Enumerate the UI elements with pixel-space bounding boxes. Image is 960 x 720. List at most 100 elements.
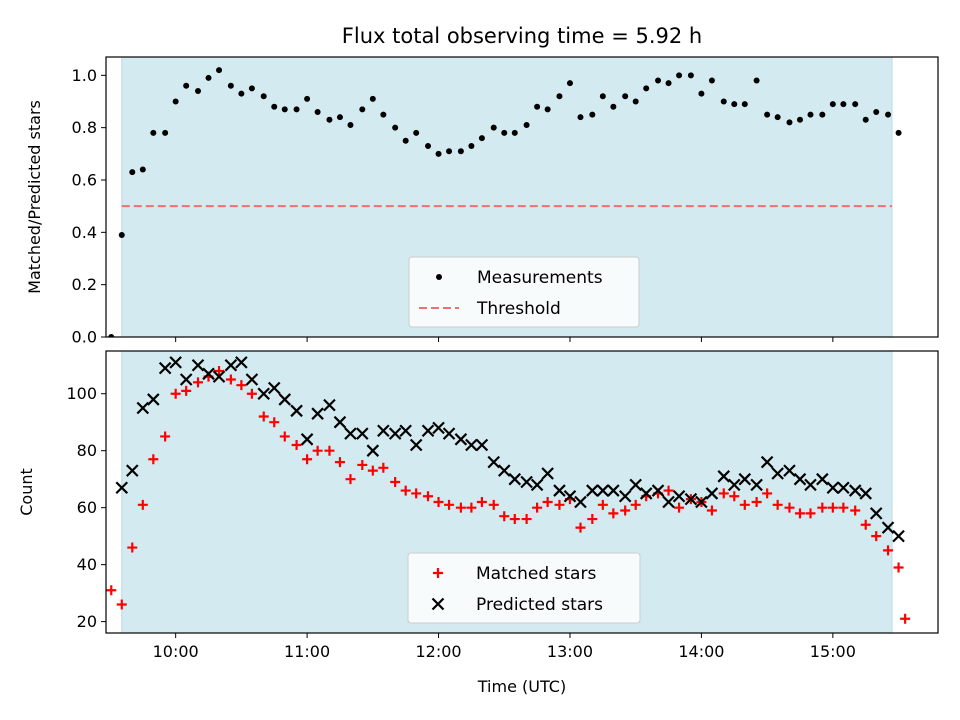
x-tick-label: 12:00: [415, 642, 461, 661]
measurement-point: [150, 129, 157, 136]
legend-label: Predicted stars: [476, 595, 603, 615]
predicted-star-point: [475, 438, 489, 452]
matched-star-point: [106, 585, 117, 596]
measurement-point: [501, 129, 508, 136]
measurement-point: [468, 142, 475, 149]
measurement-point: [402, 137, 409, 144]
measurement-point: [698, 90, 705, 97]
matched-star-point: [357, 459, 368, 470]
measurement-point: [829, 101, 836, 108]
matched-star-point: [893, 562, 904, 573]
measurement-point: [610, 103, 617, 110]
matched-star-point: [444, 499, 455, 510]
measurement-point: [271, 103, 278, 110]
measurement-point: [676, 72, 683, 79]
predicted-star-point: [267, 381, 281, 395]
predicted-star-point: [541, 467, 554, 480]
predicted-star-point: [126, 464, 139, 477]
predicted-star-point: [399, 424, 412, 438]
measurement-point: [183, 82, 190, 89]
measurement-point: [380, 111, 387, 118]
ratio-panel: 0.0 0.2 0.4 0.6 0.8 1.0 Matched/Predicted star…: [25, 56, 939, 347]
predicted-star-point: [596, 484, 610, 497]
measurement-point: [336, 114, 343, 121]
predicted-star-point: [388, 427, 402, 440]
measurement-point: [764, 111, 771, 118]
y-tick-label: 80: [77, 441, 97, 460]
matched-star-point: [509, 514, 520, 525]
matched-star-point: [663, 485, 674, 496]
matched-star-point: [466, 502, 477, 513]
predicted-star-point: [202, 367, 215, 381]
predicted-star-point: [837, 481, 850, 495]
predicted-star-point: [705, 487, 719, 500]
predicted-star-point: [432, 421, 445, 435]
matched-star-point: [378, 462, 389, 473]
measurement-point: [687, 72, 694, 79]
predicted-star-point: [508, 472, 522, 486]
plot-area: [108, 67, 902, 337]
predicted-star-point: [300, 433, 314, 446]
series-measurements: [108, 67, 902, 337]
measurement-point: [786, 119, 793, 126]
matched-star-point: [127, 542, 138, 553]
measurement-point: [293, 106, 300, 113]
matched-star-point: [900, 613, 911, 624]
matched-star-point: [455, 502, 466, 513]
matched-star-point: [433, 496, 444, 507]
predicted-star-point: [639, 487, 653, 500]
matched-star-point: [817, 502, 828, 513]
matched-star-point: [400, 485, 411, 496]
predicted-star-point: [804, 478, 817, 492]
y-tick-label: 20: [77, 612, 97, 631]
y-tick-label: 0.0: [72, 328, 97, 347]
predicted-star-point: [881, 521, 895, 534]
matched-star-point: [575, 522, 586, 533]
measurement-point: [108, 334, 115, 337]
x-tick-label: 13:00: [547, 642, 593, 661]
plot-frame: [105, 56, 939, 338]
predicted-star-point: [771, 467, 784, 480]
matched-star-point: [148, 454, 159, 465]
measurement-point: [490, 124, 497, 131]
matched-star-point: [137, 499, 148, 510]
measurement-point: [862, 116, 869, 123]
measurement-point: [819, 111, 826, 118]
measurement-point: [774, 114, 781, 121]
predicted-star-point: [454, 433, 468, 446]
measurement-point: [873, 108, 880, 115]
measurement-point: [753, 77, 760, 84]
predicted-star-point: [651, 484, 665, 497]
predicted-star-point: [158, 361, 172, 375]
predicted-star-point: [421, 424, 435, 438]
legend-label: Measurements: [477, 268, 603, 288]
measurement-point: [435, 150, 442, 157]
measurement-point: [895, 129, 902, 136]
measurement-point: [129, 169, 136, 176]
matched-star-point: [302, 454, 313, 465]
measurement-point: [425, 142, 432, 149]
predicted-star-point: [760, 455, 774, 469]
predicted-star-point: [311, 407, 324, 420]
matched-star-point: [476, 496, 487, 507]
matched-star-point: [850, 505, 861, 516]
x-tick-label: 11:00: [284, 642, 330, 661]
predicted-star-point: [574, 495, 587, 509]
measurement-point: [478, 135, 485, 142]
predicted-star-point: [783, 464, 796, 477]
legend-label: Threshold: [476, 299, 561, 319]
predicted-star-point: [147, 393, 160, 406]
measurement-point: [446, 148, 453, 155]
measurement-point: [359, 106, 366, 113]
matched-star-point: [214, 365, 225, 376]
matched-star-point: [751, 496, 762, 507]
series-predicted-stars: [115, 356, 905, 543]
x-tick-label: 14:00: [678, 642, 724, 661]
measurement-point: [205, 74, 212, 81]
predicted-star-point: [672, 489, 686, 503]
predicted-star-point: [618, 489, 632, 503]
matched-star-point: [236, 380, 247, 391]
measurement-point: [347, 122, 354, 129]
predicted-star-point: [662, 495, 675, 509]
y-tick-label: 1.0: [72, 66, 97, 85]
